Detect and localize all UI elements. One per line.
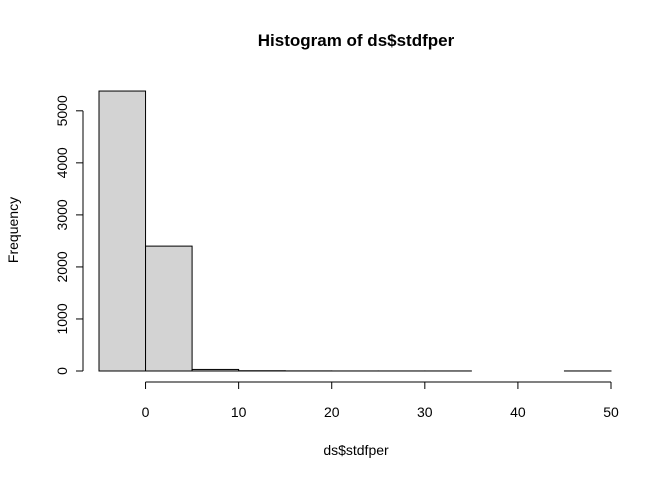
chart-title: Histogram of ds$stdfper: [258, 31, 455, 50]
x-tick-label: 40: [510, 404, 526, 420]
x-tick-label: 20: [324, 404, 340, 420]
y-tick-label: 4000: [54, 147, 70, 178]
y-tick-label: 1000: [54, 303, 70, 334]
x-tick-label: 10: [231, 404, 247, 420]
y-axis-label: Frequency: [5, 197, 21, 263]
y-tick-label: 5000: [54, 95, 70, 126]
x-tick-label: 50: [603, 404, 619, 420]
y-tick-label: 3000: [54, 199, 70, 230]
x-axis: 0 10 20 30 40 50: [142, 381, 619, 420]
histogram-bar: [98, 90, 147, 372]
bars-group: [98, 90, 612, 372]
histogram-bar: [191, 368, 240, 372]
x-axis-label: ds$stdfper: [323, 442, 389, 458]
y-axis: 0 1000 2000 3000 4000 5000: [54, 95, 84, 375]
x-tick-label: 30: [417, 404, 433, 420]
x-tick-label: 0: [142, 404, 150, 420]
y-tick-label: 0: [54, 367, 70, 375]
y-tick-label: 2000: [54, 251, 70, 282]
histogram-bar: [145, 245, 193, 372]
